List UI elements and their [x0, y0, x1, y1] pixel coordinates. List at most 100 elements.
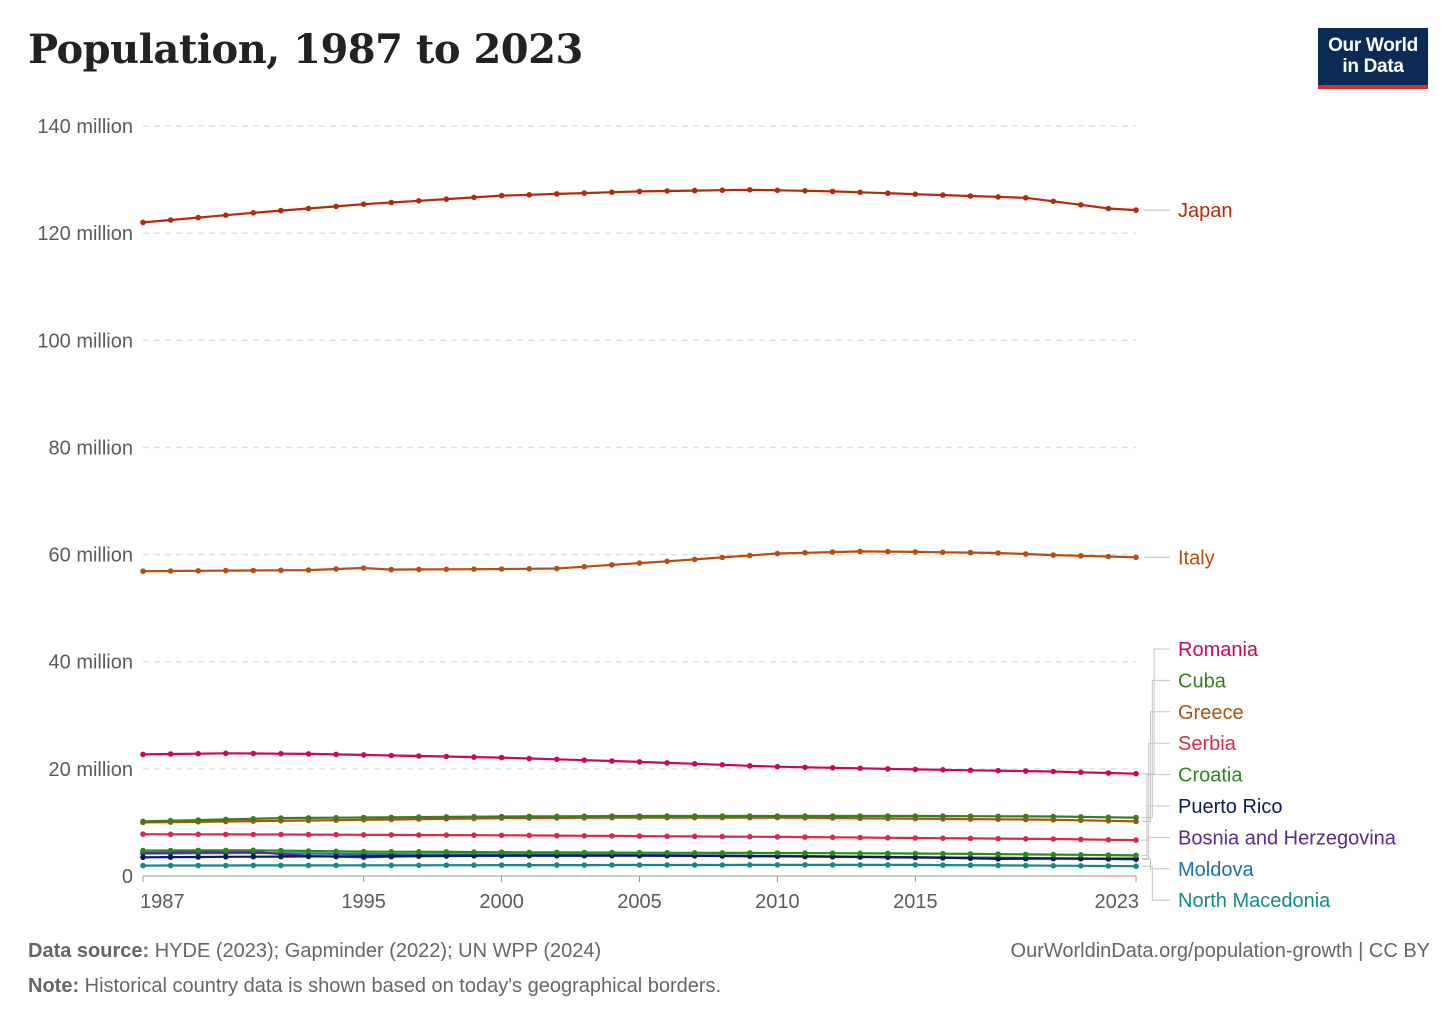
data-point [167, 217, 174, 223]
legend-label[interactable]: North Macedonia [1178, 890, 1331, 912]
data-point [167, 847, 174, 854]
legend-label[interactable]: Italy [1178, 547, 1215, 569]
legend-label[interactable]: Puerto Rico [1178, 796, 1283, 818]
data-point [443, 814, 450, 820]
legend-label[interactable]: Japan [1178, 200, 1233, 222]
data-point [498, 813, 505, 820]
owid-logo[interactable]: Our World in Data [1318, 28, 1428, 89]
data-point [802, 834, 808, 840]
data-point [305, 567, 312, 573]
data-point [857, 548, 863, 555]
data-point [636, 188, 643, 195]
data-point [333, 862, 339, 869]
data-point [278, 831, 284, 838]
data-point [1133, 770, 1139, 777]
legend-label[interactable]: Greece [1178, 702, 1244, 724]
data-point [802, 550, 808, 556]
data-point [967, 835, 974, 842]
data-point [333, 814, 339, 821]
legend-connector [1142, 865, 1170, 901]
legend-label[interactable]: Croatia [1178, 765, 1243, 787]
y-tick-label: 100 million [37, 330, 133, 352]
data-point [829, 813, 836, 819]
legend-label[interactable]: Bosnia and Herzegovina [1178, 827, 1397, 849]
legend-label[interactable]: Moldova [1178, 859, 1254, 881]
data-point [747, 813, 753, 819]
data-point [636, 833, 643, 839]
data-point [305, 831, 312, 838]
source-link[interactable]: OurWorldinData.org/population-growth | C… [1010, 940, 1430, 962]
data-point [388, 832, 395, 838]
legend-connector [1142, 858, 1170, 870]
data-point [333, 751, 339, 758]
data-point [498, 192, 505, 199]
data-point [498, 849, 505, 855]
data-point [1022, 195, 1029, 201]
data-point [1078, 863, 1084, 869]
data-point [526, 849, 532, 856]
data-point [1078, 553, 1084, 559]
data-point [1133, 863, 1139, 869]
data-source: Data source: HYDE (2023); Gapminder (202… [28, 940, 601, 963]
legend-label[interactable]: Serbia [1178, 733, 1237, 755]
data-point [416, 198, 422, 204]
data-point [526, 862, 532, 868]
data-point [167, 817, 174, 824]
data-point [940, 850, 946, 857]
data-point [416, 853, 422, 859]
data-point [581, 862, 588, 868]
data-point [691, 556, 698, 563]
legend-label[interactable]: Cuba [1178, 670, 1227, 692]
data-point [360, 832, 367, 838]
data-point [443, 196, 450, 202]
data-point [774, 550, 781, 557]
data-point [774, 763, 781, 770]
data-point [471, 194, 477, 201]
data-point [195, 568, 201, 574]
series-cuba[interactable] [140, 813, 1139, 825]
data-point [443, 849, 450, 855]
data-point [967, 193, 974, 199]
data-point [995, 862, 1001, 869]
data-point [167, 568, 174, 574]
legend-label[interactable]: Romania [1178, 639, 1259, 661]
data-point [416, 832, 422, 838]
data-point [471, 813, 477, 820]
data-point [802, 850, 808, 856]
data-point [691, 833, 698, 840]
data-point [802, 188, 808, 194]
data-point [278, 750, 284, 757]
data-point [995, 767, 1001, 774]
data-point [360, 814, 367, 821]
data-point [554, 849, 560, 856]
series-japan[interactable] [140, 187, 1139, 226]
y-tick-label: 0 [122, 866, 133, 888]
data-point [416, 753, 422, 759]
data-point [967, 549, 974, 556]
series-north-macedonia[interactable] [140, 862, 1139, 869]
series-line[interactable] [142, 188, 1137, 224]
data-point [857, 862, 863, 868]
data-point [1078, 202, 1084, 208]
series-croatia[interactable] [140, 847, 1139, 859]
data-point [1105, 837, 1112, 843]
data-point [609, 562, 615, 568]
series-romania[interactable] [140, 750, 1139, 777]
data-point [140, 862, 146, 869]
data-point [167, 862, 174, 869]
data-point [360, 565, 367, 571]
data-point [581, 833, 588, 839]
data-point [747, 187, 753, 193]
data-point [333, 203, 339, 210]
data-point [581, 190, 588, 196]
data-point [912, 854, 919, 861]
data-point [829, 834, 836, 841]
data-point [885, 850, 891, 857]
data-point [747, 552, 753, 559]
data-point [829, 850, 836, 856]
data-point [223, 567, 229, 574]
data-point [388, 814, 395, 821]
data-point [1105, 814, 1112, 821]
series-serbia[interactable] [140, 831, 1139, 843]
series-italy[interactable] [140, 548, 1139, 574]
